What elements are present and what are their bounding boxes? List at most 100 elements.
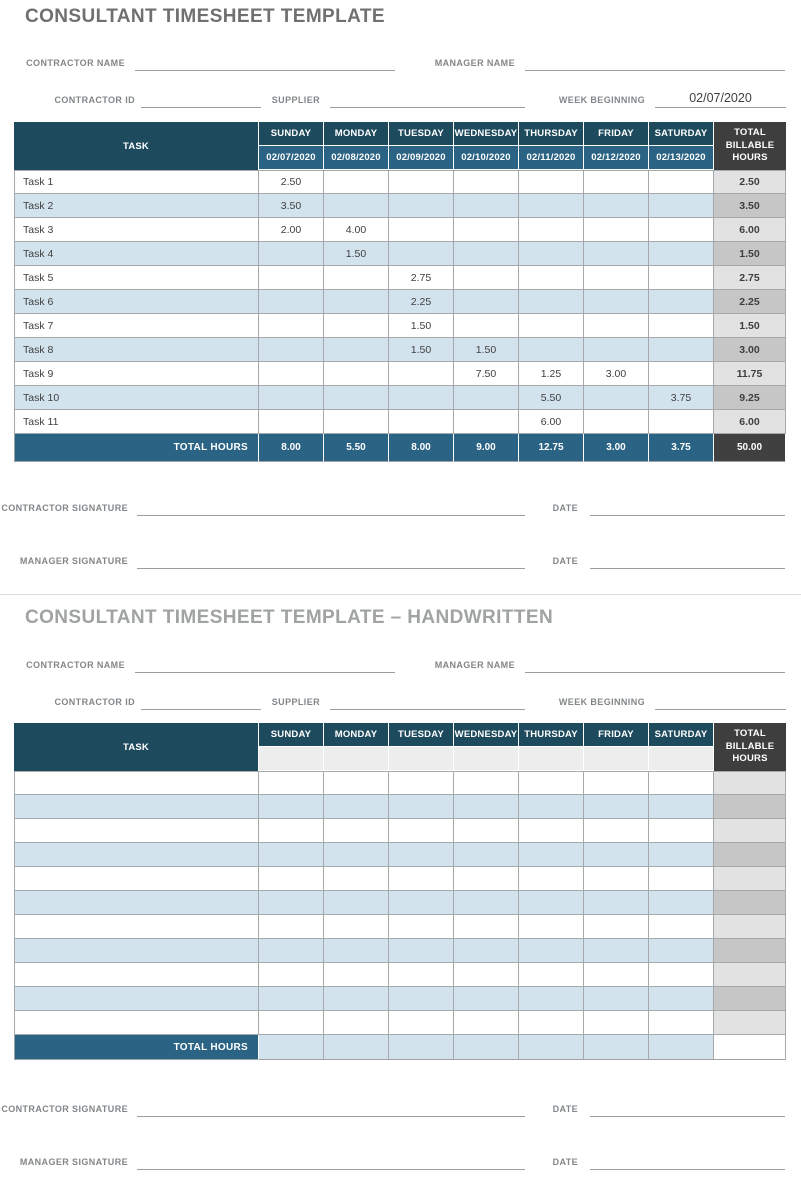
hours-cell[interactable] xyxy=(259,867,324,891)
hours-cell[interactable] xyxy=(519,338,584,362)
hours-cell[interactable] xyxy=(649,915,714,939)
hours-cell[interactable] xyxy=(389,170,454,194)
hours-cell[interactable] xyxy=(519,314,584,338)
manager-date-field[interactable] xyxy=(590,1156,785,1170)
task-cell[interactable]: Task 11 xyxy=(14,410,259,434)
week-beginning-field[interactable] xyxy=(655,94,786,108)
hours-cell[interactable] xyxy=(649,242,714,266)
task-cell[interactable] xyxy=(14,1011,259,1035)
hours-cell[interactable] xyxy=(519,891,584,915)
hours-cell[interactable] xyxy=(584,891,649,915)
date-cell[interactable]: 02/07/2020 xyxy=(259,146,324,170)
hours-cell[interactable] xyxy=(259,1011,324,1035)
supplier-field[interactable] xyxy=(330,696,525,710)
hours-cell[interactable] xyxy=(324,867,389,891)
hours-cell[interactable] xyxy=(649,771,714,795)
hours-cell[interactable] xyxy=(389,963,454,987)
hours-cell[interactable] xyxy=(454,290,519,314)
manager-name-field[interactable] xyxy=(525,659,785,673)
hours-cell[interactable] xyxy=(259,290,324,314)
contractor-date-field[interactable] xyxy=(590,1103,785,1117)
hours-cell[interactable] xyxy=(519,1011,584,1035)
hours-cell[interactable] xyxy=(584,963,649,987)
hours-cell[interactable] xyxy=(454,386,519,410)
task-cell[interactable] xyxy=(14,795,259,819)
hours-cell[interactable]: 6.00 xyxy=(519,410,584,434)
date-cell[interactable] xyxy=(584,747,649,771)
hours-cell[interactable] xyxy=(454,170,519,194)
task-cell[interactable] xyxy=(14,843,259,867)
hours-cell[interactable] xyxy=(454,891,519,915)
supplier-field[interactable] xyxy=(330,94,525,108)
hours-cell[interactable] xyxy=(584,338,649,362)
contractor-name-field[interactable] xyxy=(135,659,395,673)
hours-cell[interactable] xyxy=(584,410,649,434)
hours-cell[interactable] xyxy=(519,795,584,819)
hours-cell[interactable] xyxy=(324,194,389,218)
task-cell[interactable]: Task 2 xyxy=(14,194,259,218)
hours-cell[interactable] xyxy=(584,987,649,1011)
hours-cell[interactable] xyxy=(649,891,714,915)
hours-cell[interactable] xyxy=(454,242,519,266)
hours-cell[interactable] xyxy=(649,410,714,434)
task-cell[interactable]: Task 1 xyxy=(14,170,259,194)
hours-cell[interactable]: 7.50 xyxy=(454,362,519,386)
hours-cell[interactable]: 2.25 xyxy=(389,290,454,314)
task-cell[interactable] xyxy=(14,963,259,987)
hours-cell[interactable] xyxy=(454,314,519,338)
hours-cell[interactable] xyxy=(454,915,519,939)
hours-cell[interactable] xyxy=(389,819,454,843)
hours-cell[interactable] xyxy=(519,242,584,266)
hours-cell[interactable] xyxy=(389,386,454,410)
hours-cell[interactable] xyxy=(584,242,649,266)
hours-cell[interactable] xyxy=(259,242,324,266)
hours-cell[interactable] xyxy=(324,1011,389,1035)
hours-cell[interactable] xyxy=(389,771,454,795)
hours-cell[interactable] xyxy=(649,266,714,290)
hours-cell[interactable] xyxy=(324,410,389,434)
hours-cell[interactable]: 1.25 xyxy=(519,362,584,386)
hours-cell[interactable] xyxy=(584,819,649,843)
hours-cell[interactable] xyxy=(519,266,584,290)
hours-cell[interactable] xyxy=(259,891,324,915)
task-cell[interactable]: Task 3 xyxy=(14,218,259,242)
hours-cell[interactable] xyxy=(259,939,324,963)
task-cell[interactable] xyxy=(14,867,259,891)
hours-cell[interactable] xyxy=(454,939,519,963)
date-cell[interactable]: 02/12/2020 xyxy=(584,146,649,170)
date-cell[interactable]: 02/11/2020 xyxy=(519,146,584,170)
hours-cell[interactable] xyxy=(649,867,714,891)
hours-cell[interactable] xyxy=(324,338,389,362)
hours-cell[interactable] xyxy=(454,867,519,891)
hours-cell[interactable]: 2.75 xyxy=(389,266,454,290)
contractor-id-field[interactable] xyxy=(141,696,261,710)
date-cell[interactable] xyxy=(649,747,714,771)
date-cell[interactable] xyxy=(259,747,324,771)
hours-cell[interactable] xyxy=(324,939,389,963)
hours-cell[interactable] xyxy=(389,1011,454,1035)
date-cell[interactable]: 02/08/2020 xyxy=(324,146,389,170)
hours-cell[interactable] xyxy=(259,843,324,867)
task-cell[interactable] xyxy=(14,915,259,939)
hours-cell[interactable] xyxy=(259,963,324,987)
hours-cell[interactable] xyxy=(584,218,649,242)
contractor-signature-field[interactable] xyxy=(137,1103,525,1117)
date-cell[interactable]: 02/13/2020 xyxy=(649,146,714,170)
hours-cell[interactable] xyxy=(324,314,389,338)
hours-cell[interactable] xyxy=(259,915,324,939)
manager-signature-field[interactable] xyxy=(137,1156,525,1170)
hours-cell[interactable] xyxy=(649,314,714,338)
hours-cell[interactable] xyxy=(454,410,519,434)
hours-cell[interactable]: 2.50 xyxy=(259,170,324,194)
hours-cell[interactable] xyxy=(519,939,584,963)
hours-cell[interactable] xyxy=(324,819,389,843)
hours-cell[interactable]: 5.50 xyxy=(519,386,584,410)
hours-cell[interactable] xyxy=(324,843,389,867)
hours-cell[interactable] xyxy=(584,795,649,819)
hours-cell[interactable] xyxy=(389,987,454,1011)
task-cell[interactable] xyxy=(14,891,259,915)
hours-cell[interactable] xyxy=(324,987,389,1011)
hours-cell[interactable] xyxy=(519,771,584,795)
task-cell[interactable] xyxy=(14,771,259,795)
hours-cell[interactable] xyxy=(259,987,324,1011)
